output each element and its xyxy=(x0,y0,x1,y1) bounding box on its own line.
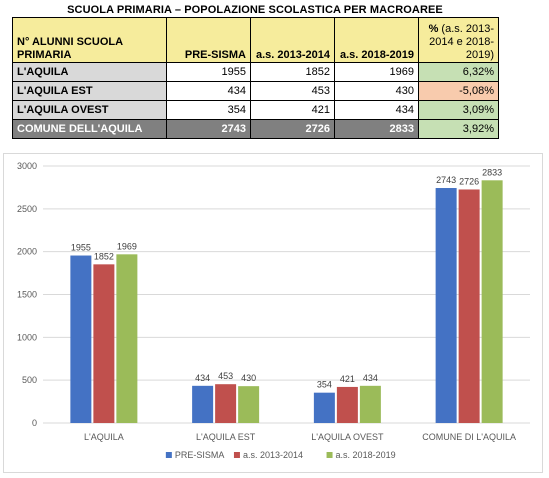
header-percent-text: (a.s. 2013-2014 e 2018-2019) xyxy=(429,23,494,61)
x-category-label: L'AQUILA EST xyxy=(196,432,256,442)
cell-percent: 3,09% xyxy=(418,100,499,120)
cell-percent: 3,92% xyxy=(418,119,499,139)
table-row: L'AQUILA OVEST 354 421 434 3,09% xyxy=(12,100,499,120)
cell-2018-2019: 2833 xyxy=(334,119,419,139)
header-label: N° ALUNNI SCUOLA PRIMARIA xyxy=(12,17,167,63)
y-tick-label: 1000 xyxy=(17,332,37,342)
table-header-row: N° ALUNNI SCUOLA PRIMARIA PRE-SISMA a.s.… xyxy=(12,17,499,63)
table-row: L'AQUILA EST 434 453 430 -5,08% xyxy=(12,81,499,101)
row-label: L'AQUILA EST xyxy=(12,81,167,101)
legend-swatch xyxy=(233,452,240,458)
bar xyxy=(70,255,92,423)
cell-pre-sisma: 434 xyxy=(166,81,251,101)
bar xyxy=(359,385,381,423)
table-title: SCUOLA PRIMARIA – POPOLAZIONE SCOLASTICA… xyxy=(67,4,443,16)
legend-swatch xyxy=(165,452,172,458)
cell-pre-sisma: 2743 xyxy=(166,119,251,139)
cell-pre-sisma: 354 xyxy=(166,100,251,120)
header-pre-sisma: PRE-SISMA xyxy=(166,17,251,63)
data-label: 1969 xyxy=(117,241,137,251)
cell-2013-2014: 421 xyxy=(250,100,335,120)
legend-label: a.s. 2013-2014 xyxy=(243,450,303,460)
x-category-label: COMUNE DI L'AQUILA xyxy=(422,432,516,442)
cell-pre-sisma: 1955 xyxy=(166,62,251,82)
cell-2013-2014: 2726 xyxy=(250,119,335,139)
bar-chart: 0 500 1000 1500 2000 2500 3000 1955 1852 1969 L'AQ… xyxy=(3,153,543,473)
bar xyxy=(238,386,260,423)
cell-2013-2014: 453 xyxy=(250,81,335,101)
y-tick-label: 3000 xyxy=(17,161,37,171)
data-label: 2726 xyxy=(459,176,479,186)
y-tick-label: 1500 xyxy=(17,290,37,300)
table-row: L'AQUILA 1955 1852 1969 6,32% xyxy=(12,62,499,82)
bar xyxy=(215,384,237,423)
bar xyxy=(458,189,480,423)
row-label: L'AQUILA OVEST xyxy=(12,100,167,120)
data-label: 1852 xyxy=(94,251,114,261)
population-table: N° ALUNNI SCUOLA PRIMARIA PRE-SISMA a.s.… xyxy=(12,17,499,139)
y-tick-label: 0 xyxy=(32,418,37,428)
header-2018-2019: a.s. 2018-2019 xyxy=(334,17,419,63)
y-tick-label: 2500 xyxy=(17,204,37,214)
y-tick-label: 2000 xyxy=(17,247,37,257)
legend-swatch xyxy=(326,452,333,458)
data-label: 2743 xyxy=(436,175,456,185)
x-category-label: L'AQUILA xyxy=(84,432,124,442)
cell-2013-2014: 1852 xyxy=(250,62,335,82)
data-label: 2833 xyxy=(482,167,502,177)
table-total-row: COMUNE DELL'AQUILA 2743 2726 2833 3,92% xyxy=(12,119,499,139)
header-percent-symbol: % xyxy=(428,23,439,35)
row-label: L'AQUILA xyxy=(12,62,167,82)
bar xyxy=(313,392,335,423)
row-label: COMUNE DELL'AQUILA xyxy=(12,119,167,139)
cell-2018-2019: 434 xyxy=(334,100,419,120)
data-label: 430 xyxy=(241,373,256,383)
bar xyxy=(93,264,115,423)
cell-percent: 6,32% xyxy=(418,62,499,82)
cell-2018-2019: 430 xyxy=(334,81,419,101)
bar xyxy=(435,188,457,423)
y-tick-label: 500 xyxy=(22,375,37,385)
legend-label: a.s. 2018-2019 xyxy=(336,450,396,460)
data-label: 453 xyxy=(218,371,233,381)
x-category-label: L'AQUILA OVEST xyxy=(311,432,384,442)
bar xyxy=(481,180,503,423)
data-label: 434 xyxy=(363,373,378,383)
data-label: 434 xyxy=(195,373,210,383)
legend-label: PRE-SISMA xyxy=(175,450,225,460)
bar xyxy=(192,385,214,423)
data-label: 1955 xyxy=(71,243,91,253)
population-table-section: SCUOLA PRIMARIA – POPOLAZIONE SCOLASTICA… xyxy=(12,3,499,139)
cell-2018-2019: 1969 xyxy=(334,62,419,82)
data-label: 421 xyxy=(340,374,355,384)
header-percent: % (a.s. 2013-2014 e 2018-2019) xyxy=(418,17,499,63)
data-label: 354 xyxy=(317,380,332,390)
bar xyxy=(116,254,138,423)
bar xyxy=(336,386,358,423)
cell-percent: -5,08% xyxy=(418,81,499,101)
header-2013-2014: a.s. 2013-2014 xyxy=(250,17,335,63)
